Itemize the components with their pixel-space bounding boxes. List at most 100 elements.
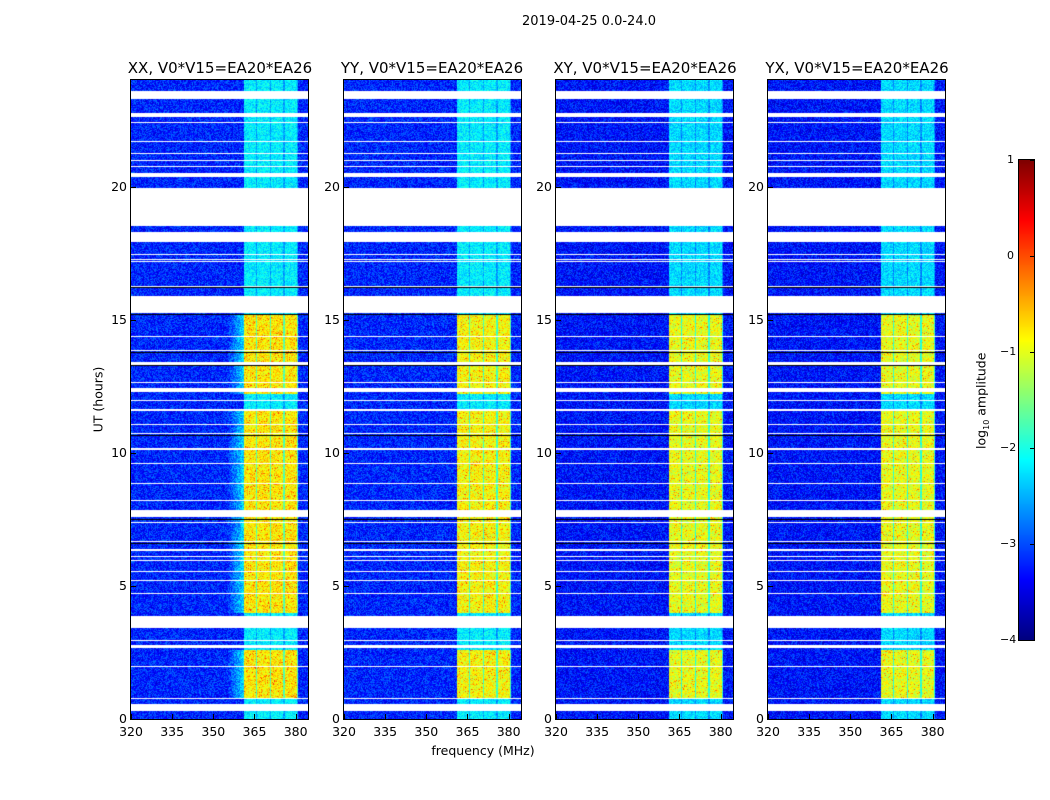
y-tick-label: 10 xyxy=(324,444,340,460)
y-tick-mark xyxy=(768,319,773,321)
x-tick-label: 350 xyxy=(838,724,863,739)
y-tick-mark xyxy=(344,319,349,321)
waterfall-panel-xy xyxy=(555,79,734,720)
x-axis-label: frequency (MHz) xyxy=(431,743,535,758)
waterfall-panel-yy xyxy=(343,79,522,720)
y-tick-mark xyxy=(131,319,136,321)
waterfall-panel-yx xyxy=(767,79,946,720)
y-tick-label: 10 xyxy=(111,444,127,460)
x-tick-label: 365 xyxy=(242,724,267,739)
colorbar-label: log10 amplitude xyxy=(973,352,991,449)
x-tick-mark xyxy=(426,714,428,719)
x-tick-label: 335 xyxy=(797,724,822,739)
y-tick-mark xyxy=(768,186,773,188)
colorbar xyxy=(1018,159,1035,641)
y-tick-mark xyxy=(768,452,773,454)
y-tick-label: 5 xyxy=(756,577,764,593)
y-tick-mark xyxy=(556,452,561,454)
x-tick-label: 365 xyxy=(879,724,904,739)
x-tick-label: 320 xyxy=(119,724,143,739)
colorbar-tick-label: 0 xyxy=(1007,249,1014,262)
y-tick-label: 20 xyxy=(111,178,127,194)
y-tick-label: 20 xyxy=(748,178,764,194)
x-tick-label: 380 xyxy=(708,724,733,739)
x-tick-mark xyxy=(254,714,256,719)
x-tick-mark xyxy=(891,714,893,719)
x-tick-label: 335 xyxy=(373,724,398,739)
heatmap-yy xyxy=(344,80,521,719)
y-tick-mark xyxy=(344,585,349,587)
y-tick-label: 5 xyxy=(544,577,552,593)
y-tick-mark xyxy=(131,452,136,454)
x-tick-mark xyxy=(556,714,557,719)
y-tick-mark xyxy=(556,719,561,720)
y-tick-mark xyxy=(556,186,561,188)
x-tick-label: 335 xyxy=(585,724,610,739)
x-tick-mark xyxy=(508,714,510,719)
panel-title-xx: XX, V0*V15=EA20*EA26 xyxy=(127,59,313,77)
x-tick-mark xyxy=(344,714,345,719)
y-tick-label: 15 xyxy=(324,311,340,327)
panel-title-xy: XY, V0*V15=EA20*EA26 xyxy=(553,59,737,77)
y-tick-label: 10 xyxy=(748,444,764,460)
y-tick-mark xyxy=(131,585,136,587)
colorbar-tick-mark xyxy=(1030,256,1034,257)
colorbar-tick-label: −1 xyxy=(1000,345,1017,358)
x-tick-label: 335 xyxy=(160,724,185,739)
y-tick-label: 5 xyxy=(332,577,340,593)
y-tick-label: 15 xyxy=(111,311,127,327)
x-tick-mark xyxy=(172,714,174,719)
colorbar-tick-label: −2 xyxy=(1000,441,1017,454)
y-tick-mark xyxy=(131,719,136,720)
x-tick-label: 350 xyxy=(414,724,439,739)
x-tick-label: 365 xyxy=(667,724,692,739)
y-tick-label: 10 xyxy=(536,444,552,460)
x-tick-mark xyxy=(809,714,811,719)
heatmap-xy xyxy=(556,80,733,719)
x-tick-mark xyxy=(597,714,599,719)
x-tick-mark xyxy=(768,714,769,719)
x-tick-label: 320 xyxy=(544,724,568,739)
x-tick-mark xyxy=(467,714,469,719)
colorbar-tick-mark xyxy=(1030,544,1034,545)
x-tick-mark xyxy=(385,714,387,719)
y-tick-label: 0 xyxy=(332,711,340,726)
y-tick-mark xyxy=(344,452,349,454)
x-tick-label: 320 xyxy=(332,724,356,739)
y-tick-label: 20 xyxy=(536,178,552,194)
colorbar-tick-mark xyxy=(1030,352,1034,353)
x-tick-mark xyxy=(720,714,722,719)
colorbar-tick-label: 1 xyxy=(1007,153,1014,166)
x-tick-mark xyxy=(932,714,934,719)
x-tick-mark xyxy=(295,714,297,719)
y-tick-mark xyxy=(344,186,349,188)
y-tick-mark xyxy=(556,585,561,587)
x-tick-label: 365 xyxy=(455,724,480,739)
y-tick-label: 0 xyxy=(119,711,127,726)
colorbar-gradient xyxy=(1019,160,1034,640)
x-tick-label: 350 xyxy=(201,724,226,739)
heatmap-xx xyxy=(131,80,308,719)
x-tick-mark xyxy=(638,714,640,719)
x-tick-label: 320 xyxy=(756,724,780,739)
colorbar-tick-label: −4 xyxy=(1000,633,1017,646)
y-tick-label: 20 xyxy=(324,178,340,194)
x-tick-mark xyxy=(213,714,215,719)
y-tick-mark xyxy=(344,719,349,720)
y-tick-label: 5 xyxy=(119,577,127,593)
y-tick-label: 15 xyxy=(536,311,552,327)
x-tick-label: 350 xyxy=(626,724,651,739)
y-tick-mark xyxy=(768,585,773,587)
x-tick-label: 380 xyxy=(496,724,521,739)
y-tick-mark xyxy=(131,186,136,188)
x-tick-mark xyxy=(131,714,132,719)
waterfall-panel-xx xyxy=(130,79,309,720)
x-tick-label: 380 xyxy=(920,724,945,739)
colorbar-tick-mark xyxy=(1030,160,1034,161)
colorbar-tick-mark xyxy=(1030,448,1034,449)
y-axis-label: UT (hours) xyxy=(90,366,106,433)
x-tick-label: 380 xyxy=(283,724,308,739)
panel-title-yy: YY, V0*V15=EA20*EA26 xyxy=(340,59,524,77)
heatmap-yx xyxy=(768,80,945,719)
